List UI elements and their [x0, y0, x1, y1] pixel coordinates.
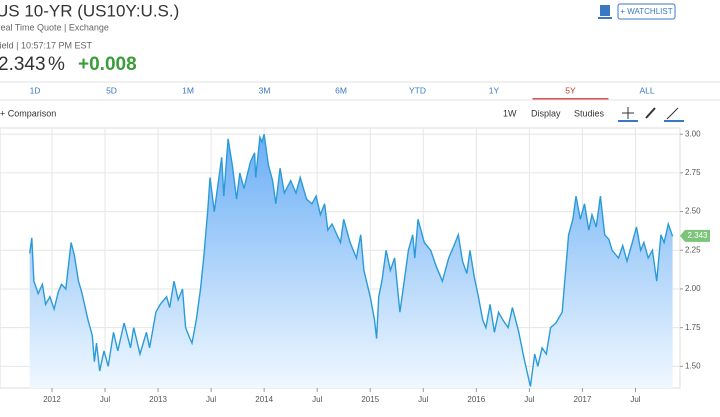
download-base[interactable]	[598, 17, 612, 19]
last-value-label: 2.343	[687, 231, 708, 240]
y-tick-label: 2.00	[685, 284, 701, 293]
download-icon[interactable]	[598, 5, 612, 19]
range-tab[interactable]: 1D	[30, 85, 41, 95]
watchlist-button[interactable]	[617, 3, 676, 20]
last-value-tag	[680, 229, 710, 242]
y-tick-label: 2.75	[685, 168, 701, 177]
draw-tool[interactable]	[645, 107, 656, 119]
range-tab[interactable]: 5Y	[565, 85, 576, 95]
quote-time: Yield | 10:57:17 PM EST	[0, 40, 93, 50]
expand-line[interactable]	[666, 107, 679, 120]
range-tab[interactable]: 1M	[182, 85, 194, 95]
interval-select[interactable]: 1W	[503, 108, 517, 118]
range-tab[interactable]: 6M	[335, 85, 347, 95]
line	[29, 134, 674, 387]
range-tab[interactable]: 5D	[106, 85, 117, 95]
range-tab[interactable]: ALL	[639, 85, 654, 95]
x-tick-label: 2015	[361, 395, 379, 404]
y-tick-label: 1.75	[685, 323, 701, 332]
x-tick-label: 2014	[255, 395, 273, 404]
y-tick-label: 2.25	[685, 245, 701, 254]
quote-title: US 10-YR (US10Y:U.S.)	[0, 1, 179, 20]
y-tick-label: 3.00	[685, 129, 701, 138]
download-shape[interactable]	[600, 5, 610, 16]
x-tick-label: Jul	[206, 395, 216, 404]
watchlist-label[interactable]: + WATCHLIST	[620, 7, 672, 16]
comparison-button[interactable]: + Comparison	[0, 108, 56, 118]
range-tab[interactable]: YTD	[409, 85, 426, 95]
range-tab[interactable]: 1Y	[489, 85, 500, 95]
expand-tool[interactable]	[664, 107, 684, 122]
x-tick-label: 2016	[467, 395, 485, 404]
quote-subtitle: Real Time Quote | Exchange	[0, 22, 109, 32]
price: 2.343	[0, 54, 46, 75]
x-tick-label: 2017	[574, 395, 592, 404]
price-unit: %	[48, 54, 65, 75]
display-select[interactable]: Display	[531, 108, 561, 118]
y-tick-label: 2.50	[685, 207, 701, 216]
x-tick-label: Jul	[418, 395, 428, 404]
area-fill	[29, 134, 673, 388]
studies-select[interactable]: Studies	[574, 108, 605, 118]
crosshair-tool[interactable]	[618, 107, 638, 122]
x-tick-label: 2013	[149, 395, 167, 404]
plot: 1.50 1.75 2.00 2.25 2.50 2.75 3.00 2012 Jul 2013 J…	[0, 128, 710, 404]
range-tabs: 1D 5D 1M 3M 6M YTD 1Y 5Y ALL	[30, 85, 655, 100]
range-tab[interactable]: 3M	[259, 85, 271, 95]
x-tick-label: Jul	[630, 395, 640, 404]
x-tick-label: 2012	[43, 395, 61, 404]
x-tick-label: Jul	[100, 395, 110, 404]
x-tick-label: Jul	[312, 395, 322, 404]
x-tick-label: Jul	[524, 395, 534, 404]
price-change: +0.008	[78, 54, 137, 75]
y-tick-label: 1.50	[685, 361, 701, 370]
